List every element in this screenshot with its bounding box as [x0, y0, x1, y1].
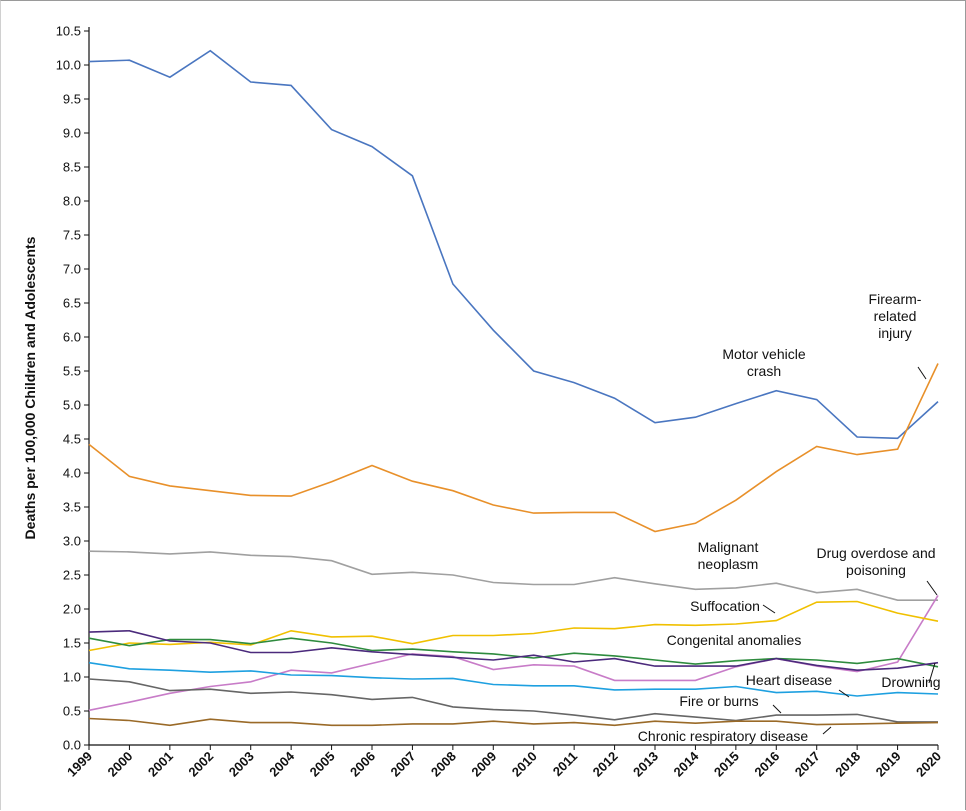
y-tick-label: 3.5 — [63, 500, 81, 515]
x-tick-label: 2017 — [792, 749, 823, 780]
x-tick-label: 2000 — [104, 749, 135, 780]
y-tick-label: 1.5 — [63, 636, 81, 651]
y-tick-label: 4.0 — [63, 466, 81, 481]
x-tick-label: 2007 — [387, 749, 418, 780]
y-tick-label: 10.5 — [56, 24, 81, 39]
series-label: Drug overdose and poisoning — [816, 545, 936, 578]
series-label: Chronic respiratory disease — [637, 728, 809, 744]
leader-line — [926, 580, 938, 596]
x-tick-label: 2019 — [873, 749, 904, 780]
series-label: Suffocation — [690, 598, 760, 614]
x-tick-label: 2020 — [913, 749, 944, 780]
x-tick-label: 2014 — [670, 748, 702, 780]
y-tick-label: 1.0 — [63, 670, 81, 685]
x-tick-label: 2016 — [751, 749, 782, 780]
data-line — [88, 637, 939, 668]
x-tick-label: 2003 — [226, 749, 257, 780]
y-tick-label: 0.5 — [63, 704, 81, 719]
series-label: Congenital anomalies — [666, 632, 802, 648]
data-line — [88, 594, 939, 712]
x-tick-label: 2004 — [266, 748, 298, 780]
y-tick-label: 5.5 — [63, 364, 81, 379]
y-tick-label: 0.0 — [63, 738, 81, 753]
data-line — [88, 600, 939, 652]
y-tick-label: 5.0 — [63, 398, 81, 413]
series-label: Fire or burns — [679, 693, 759, 709]
y-tick-label: 4.5 — [63, 432, 81, 447]
y-tick-label: 3.0 — [63, 534, 81, 549]
data-line — [88, 717, 939, 727]
leader-line — [762, 604, 776, 614]
y-tick-label: 2.5 — [63, 568, 81, 583]
leader-line — [928, 662, 936, 684]
y-axis-label: Deaths per 100,000 Children and Adolesce… — [22, 236, 38, 539]
x-tick-label: 2013 — [630, 749, 661, 780]
y-tick-label: 10.0 — [56, 58, 81, 73]
x-tick-label: 2002 — [185, 749, 216, 780]
y-tick-label: 9.0 — [63, 126, 81, 141]
leader-line — [822, 726, 832, 735]
data-line — [88, 550, 938, 601]
data-line — [88, 49, 939, 440]
x-tick-label: 1999 — [64, 749, 95, 780]
data-line — [88, 678, 938, 723]
x-tick-label: 2005 — [307, 749, 338, 780]
leader-line — [838, 689, 850, 698]
series-label: Malignant neoplasm — [697, 539, 759, 572]
x-tick-label: 2012 — [590, 749, 621, 780]
leader-line — [772, 704, 782, 714]
x-tick-label: 2010 — [509, 749, 540, 780]
data-line — [88, 661, 939, 697]
series-label: Drowning — [881, 674, 941, 690]
y-tick-label: 7.0 — [63, 262, 81, 277]
x-tick-label: 2008 — [428, 749, 459, 780]
y-tick-label: 9.5 — [63, 92, 81, 107]
series-label: Heart disease — [745, 672, 833, 688]
x-tick-label: 2009 — [468, 749, 499, 780]
x-tick-label: 2018 — [832, 749, 863, 780]
x-tick-label: 2001 — [145, 749, 176, 780]
x-tick-label: 2015 — [711, 749, 742, 780]
series-label: Firearm-related injury — [868, 291, 922, 341]
data-line — [88, 629, 939, 672]
y-tick-label: 2.0 — [63, 602, 81, 617]
y-tick-label: 8.5 — [63, 160, 81, 175]
x-tick-label: 2011 — [550, 749, 581, 780]
series-label: Motor vehicle crash — [722, 346, 806, 379]
leader-line — [917, 366, 927, 380]
y-tick-label: 6.5 — [63, 296, 81, 311]
data-line — [88, 363, 939, 533]
y-tick-label: 8.0 — [63, 194, 81, 209]
x-tick-label: 2006 — [347, 749, 378, 780]
y-tick-label: 7.5 — [63, 228, 81, 243]
y-tick-label: 6.0 — [63, 330, 81, 345]
